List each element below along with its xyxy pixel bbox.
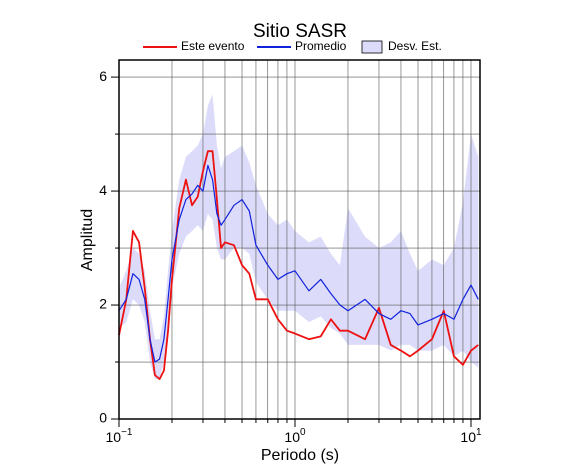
y-tick-label: 6 [99,68,107,84]
legend-label: Promedio [295,39,347,53]
legend-label: Este evento [181,39,245,53]
y-tick-label: 4 [99,182,107,198]
x-tick-exp: 0 [300,427,306,438]
std-band [119,94,479,380]
legend-label: Desv. Est. [388,39,442,53]
x-tick-exp: 1 [476,427,482,438]
x-tick-exp: −1 [121,427,133,438]
y-tick-label: 2 [99,296,107,312]
x-tick-base: 10 [460,429,476,445]
y-tick-label: 0 [99,410,107,426]
x-tick-label: 101 [460,427,482,445]
chart-title: Sitio SASR [253,21,347,42]
x-tick-base: 10 [106,429,122,445]
series-line [118,164,479,363]
x-axis-label: Periodo (s) [261,447,339,464]
plot-frame [118,59,481,420]
series-line [118,150,479,381]
x-tick-base: 10 [284,429,300,445]
y-axis-label: Amplitud [79,209,96,271]
x-tick-label: 10−1 [106,427,133,445]
x-tick-label: 100 [284,427,306,445]
legend-swatch [361,40,383,54]
